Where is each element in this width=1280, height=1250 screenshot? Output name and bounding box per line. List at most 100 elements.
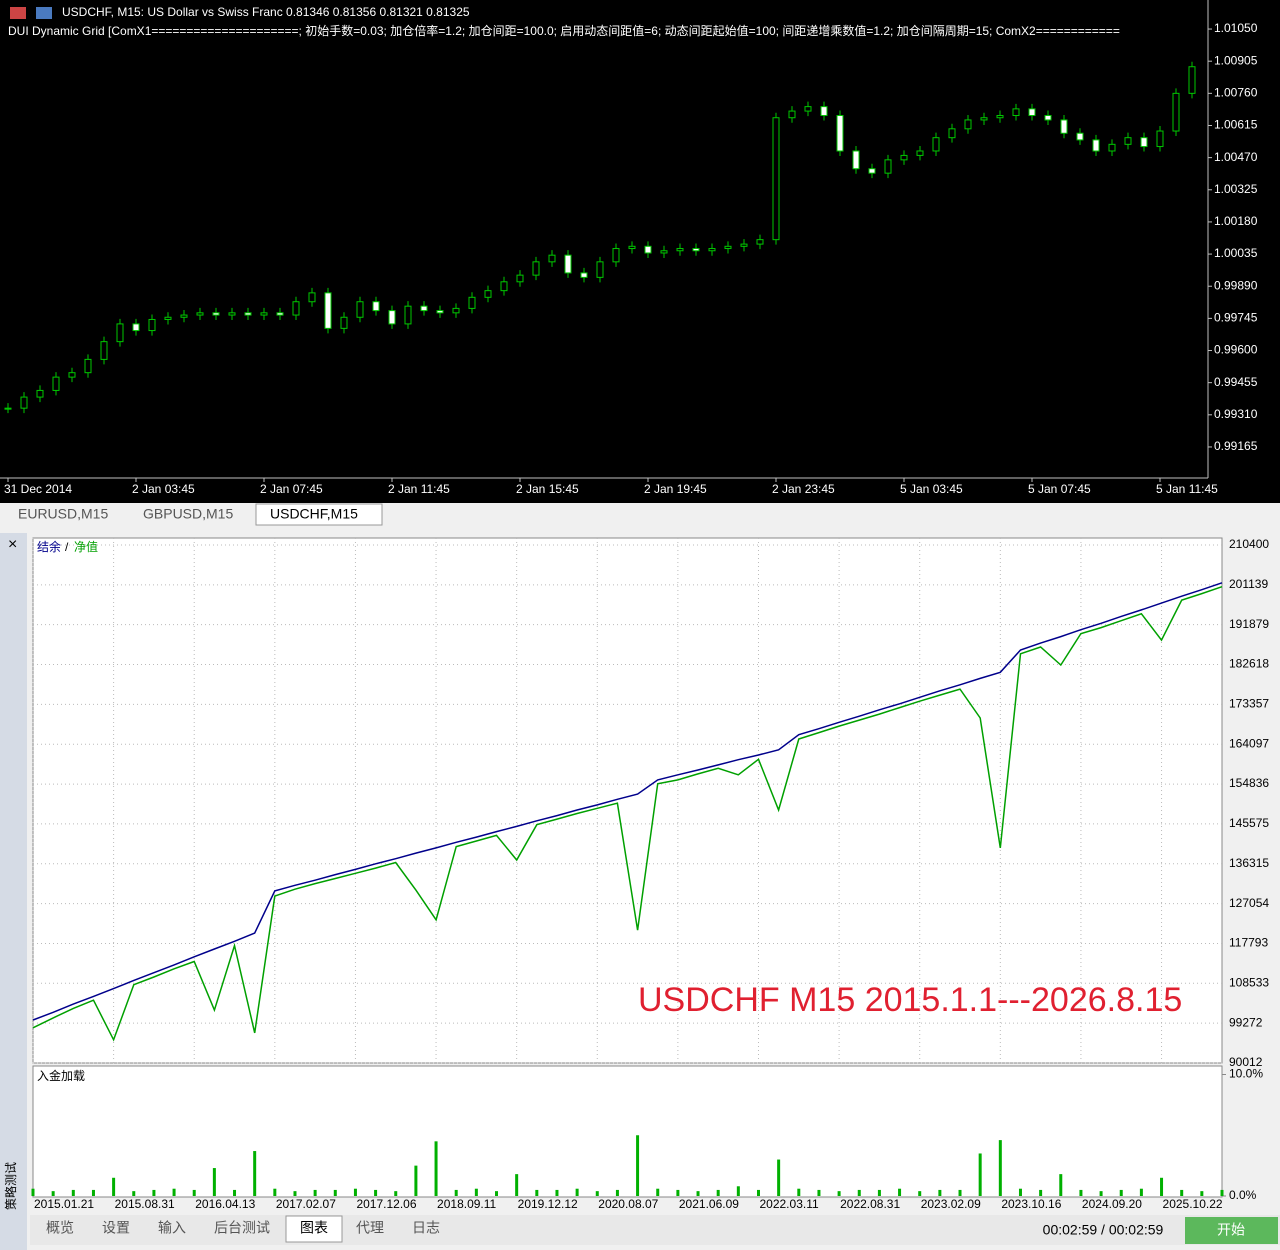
bottom-tab[interactable]: 概览	[46, 1220, 74, 1236]
candle	[724, 245, 732, 250]
x-tick-label: 31 Dec 2014	[4, 482, 72, 496]
x-tick-label: 2025.10.22	[1163, 1197, 1223, 1211]
bar	[636, 1135, 640, 1196]
candle	[756, 239, 764, 245]
bar	[132, 1191, 136, 1196]
candle	[676, 248, 684, 252]
bottom-tab[interactable]: 输入	[158, 1220, 186, 1236]
series-line	[32, 582, 1223, 1021]
candle	[244, 312, 252, 316]
bottom-tab[interactable]: 图表	[300, 1220, 328, 1236]
candle	[404, 305, 412, 325]
symbol-tab[interactable]: EURUSD,M15	[18, 506, 108, 522]
candle	[276, 312, 284, 316]
bar	[474, 1188, 478, 1196]
legend-entry: 结余	[37, 539, 61, 554]
bar	[1018, 1188, 1022, 1196]
candle	[948, 128, 956, 139]
candle	[916, 150, 924, 156]
bar	[535, 1189, 539, 1196]
y-tick-label: 0.99310	[1214, 407, 1258, 421]
candle	[1108, 143, 1116, 152]
bar	[233, 1189, 237, 1196]
candle	[932, 137, 940, 152]
candle	[1124, 137, 1132, 145]
symbol-tab[interactable]: USDCHF,M15	[270, 506, 358, 522]
bar	[1139, 1188, 1143, 1196]
bar	[998, 1140, 1002, 1196]
y-tick-label: 0.99890	[1214, 278, 1258, 292]
candle	[388, 310, 396, 325]
bar	[51, 1191, 55, 1196]
bar	[877, 1189, 881, 1196]
candle	[1140, 137, 1148, 148]
x-tick-label: 2017.02.07	[276, 1197, 336, 1211]
candle	[740, 243, 748, 247]
x-tick-label: 5 Jan 07:45	[1028, 482, 1091, 496]
y-tick-label: 1.00470	[1214, 150, 1258, 164]
candle	[4, 407, 12, 410]
y-tick-label: 1.00905	[1214, 53, 1258, 67]
candle	[468, 296, 476, 309]
candle	[84, 358, 92, 374]
bar	[898, 1188, 902, 1196]
x-tick-label: 2 Jan 23:45	[772, 482, 835, 496]
bottom-tab[interactable]: 后台测试	[214, 1220, 270, 1236]
start-button[interactable]: 开始	[1217, 1222, 1245, 1238]
bar	[495, 1191, 499, 1196]
bar	[615, 1189, 619, 1196]
bar	[1119, 1189, 1123, 1196]
symbol-tab[interactable]: GBPUSD,M15	[143, 506, 233, 522]
active-tab	[255, 503, 383, 526]
candle	[324, 292, 332, 329]
candle	[100, 341, 108, 360]
x-tick-label: 2020.08.07	[598, 1197, 658, 1211]
y-tick-label: 0.99455	[1214, 375, 1258, 389]
x-tick-label: 2017.12.06	[356, 1197, 416, 1211]
x-tick-label: 2 Jan 03:45	[132, 482, 195, 496]
bottom-tab[interactable]: 日志	[412, 1220, 440, 1236]
candle	[1012, 108, 1020, 117]
close-button[interactable]: ×	[8, 536, 17, 553]
y-tick-label: 164097	[1229, 736, 1269, 750]
start-button-bg[interactable]	[1185, 1217, 1278, 1244]
y-tick-label: 127054	[1229, 896, 1269, 910]
candle	[820, 106, 828, 117]
candle	[964, 119, 972, 130]
bar	[918, 1191, 922, 1196]
bottom-tab[interactable]: 代理	[356, 1220, 384, 1236]
x-tick-label: 5 Jan 11:45	[1156, 482, 1218, 496]
candle	[980, 117, 988, 121]
bar	[817, 1189, 821, 1196]
y-tick-label: 1.00325	[1214, 182, 1258, 196]
bottom-tab[interactable]: 设置	[102, 1220, 130, 1236]
x-tick-label: 2015.01.21	[34, 1197, 94, 1211]
candle	[1060, 119, 1068, 134]
bar	[152, 1189, 156, 1196]
series-line	[32, 585, 1223, 1042]
bar	[273, 1188, 277, 1196]
candle	[52, 376, 60, 391]
sidebar	[0, 533, 27, 1250]
bar	[837, 1191, 841, 1196]
candle	[36, 389, 44, 398]
bar	[313, 1189, 317, 1196]
y-tick-label: 1.00615	[1214, 118, 1258, 132]
bar	[1099, 1191, 1103, 1196]
x-tick-label: 2019.12.12	[518, 1197, 578, 1211]
bar	[374, 1189, 378, 1196]
indicator-label: DUI Dynamic Grid [ComX1=================…	[8, 23, 1120, 38]
candle	[1188, 66, 1196, 94]
bottom-tabbar	[30, 1215, 1280, 1245]
x-tick-label: 2 Jan 15:45	[516, 482, 579, 496]
y-tick-label: 108533	[1229, 975, 1269, 989]
bar	[676, 1189, 680, 1196]
candle	[900, 154, 908, 161]
bar	[1180, 1189, 1184, 1196]
y-tick-label: 1.00035	[1214, 246, 1258, 260]
y-tick-label: 136315	[1229, 856, 1269, 870]
y-tick-label: 201139	[1229, 577, 1268, 591]
x-tick-label: 2022.08.31	[840, 1197, 900, 1211]
equity-plot	[32, 537, 1223, 1064]
bar	[716, 1189, 720, 1196]
